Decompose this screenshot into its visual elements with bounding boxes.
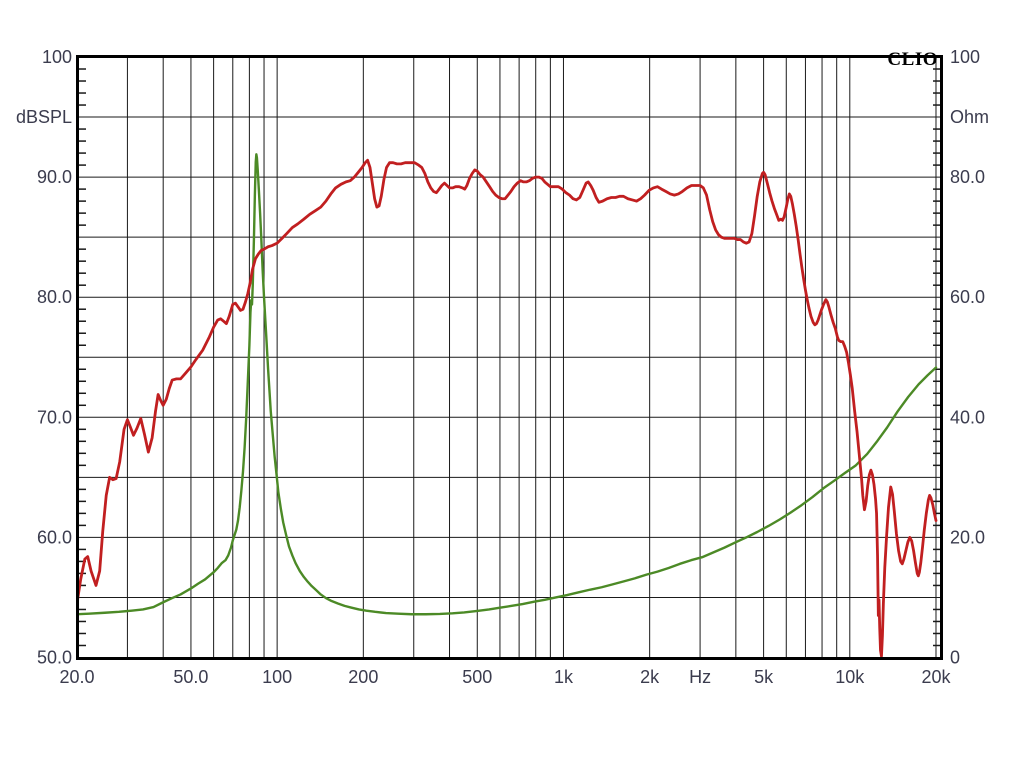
- y-right-unit-label: Ohm: [950, 107, 989, 127]
- y-right-tick-label: 0: [950, 648, 960, 668]
- y-right-tick-label: 100: [950, 47, 980, 67]
- x-axis-tick-label: 2k: [640, 667, 660, 687]
- x-axis-tick-label: 1k: [554, 667, 574, 687]
- y-left-tick-label: 60.0: [37, 527, 72, 547]
- y-left-tick-label: 70.0: [37, 407, 72, 427]
- plot-border: [76, 55, 943, 660]
- impedance-curve: [77, 153, 938, 616]
- y-right-tick-label: 40.0: [950, 407, 985, 427]
- spl-response-curve: [77, 158, 938, 658]
- y-right-tick-label: 80.0: [950, 167, 985, 187]
- x-axis-tick-label: 100: [262, 667, 292, 687]
- y-left-tick-label: 100: [42, 47, 72, 67]
- x-axis-tick-label: 500: [462, 667, 492, 687]
- x-axis-tick-label: 50.0: [173, 667, 208, 687]
- x-axis-tick-label: 200: [348, 667, 378, 687]
- x-axis-tick-label: 10k: [835, 667, 865, 687]
- clio-logo: CLIO: [887, 49, 938, 70]
- y-right-tick-label: 20.0: [950, 527, 985, 547]
- y-left-unit-label: dBSPL: [16, 107, 72, 127]
- x-axis-tick-label: 20.0: [59, 667, 94, 687]
- x-axis-tick-label: 5k: [754, 667, 774, 687]
- x-axis-tick-label: 20k: [921, 667, 951, 687]
- x-axis-unit-label: Hz: [689, 667, 711, 687]
- y-left-tick-label: 50.0: [37, 648, 72, 668]
- y-right-tick-label: 60.0: [950, 287, 985, 307]
- y-left-tick-label: 80.0: [37, 287, 72, 307]
- y-left-tick-label: 90.0: [37, 167, 72, 187]
